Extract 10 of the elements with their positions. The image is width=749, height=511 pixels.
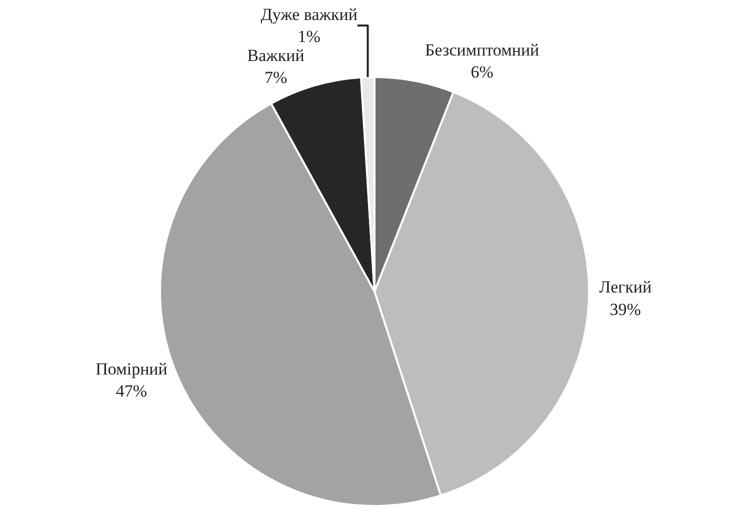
data-label: 39% [610,300,641,319]
data-label: 47% [116,381,148,400]
slice-label: Дуже важкий [260,4,358,24]
data-label: 1% [298,27,320,46]
slice-label: Безсимптомний [424,40,540,60]
data-label: 6% [470,62,494,82]
slice-label: Легкий [599,278,652,297]
slice-label: Помірний [96,359,168,378]
slice-label: Важкий [247,46,304,66]
data-label: 7% [264,68,288,88]
